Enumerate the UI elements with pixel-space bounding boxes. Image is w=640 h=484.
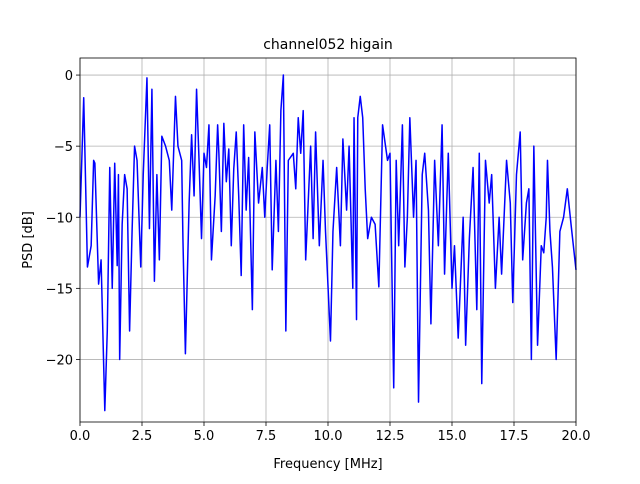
x-tick-label: 2.5 [132, 429, 153, 444]
y-tick-label: 0 [65, 69, 73, 84]
y-tick-label: −5 [54, 140, 73, 155]
x-tick-label: 10.0 [314, 429, 343, 444]
x-tick-label: 7.5 [256, 429, 277, 444]
x-tick-label: 15.0 [438, 429, 467, 444]
y-axis-label: PSD [dB] [21, 211, 36, 269]
y-tick-label: −20 [46, 353, 73, 368]
x-tick-label: 5.0 [194, 429, 215, 444]
axes-frame [79, 57, 577, 423]
x-tick-label: 20.0 [562, 429, 591, 444]
x-axis-label: Frequency [MHz] [273, 457, 382, 472]
x-tick-label: 12.5 [376, 429, 405, 444]
y-tick-label: −15 [46, 282, 73, 297]
chart-title: channel052 higain [263, 37, 393, 53]
x-tick-label: 17.5 [500, 429, 529, 444]
data-line [79, 74, 577, 412]
y-tick-label: −10 [46, 211, 73, 226]
x-tick-label: 0.0 [70, 429, 91, 444]
